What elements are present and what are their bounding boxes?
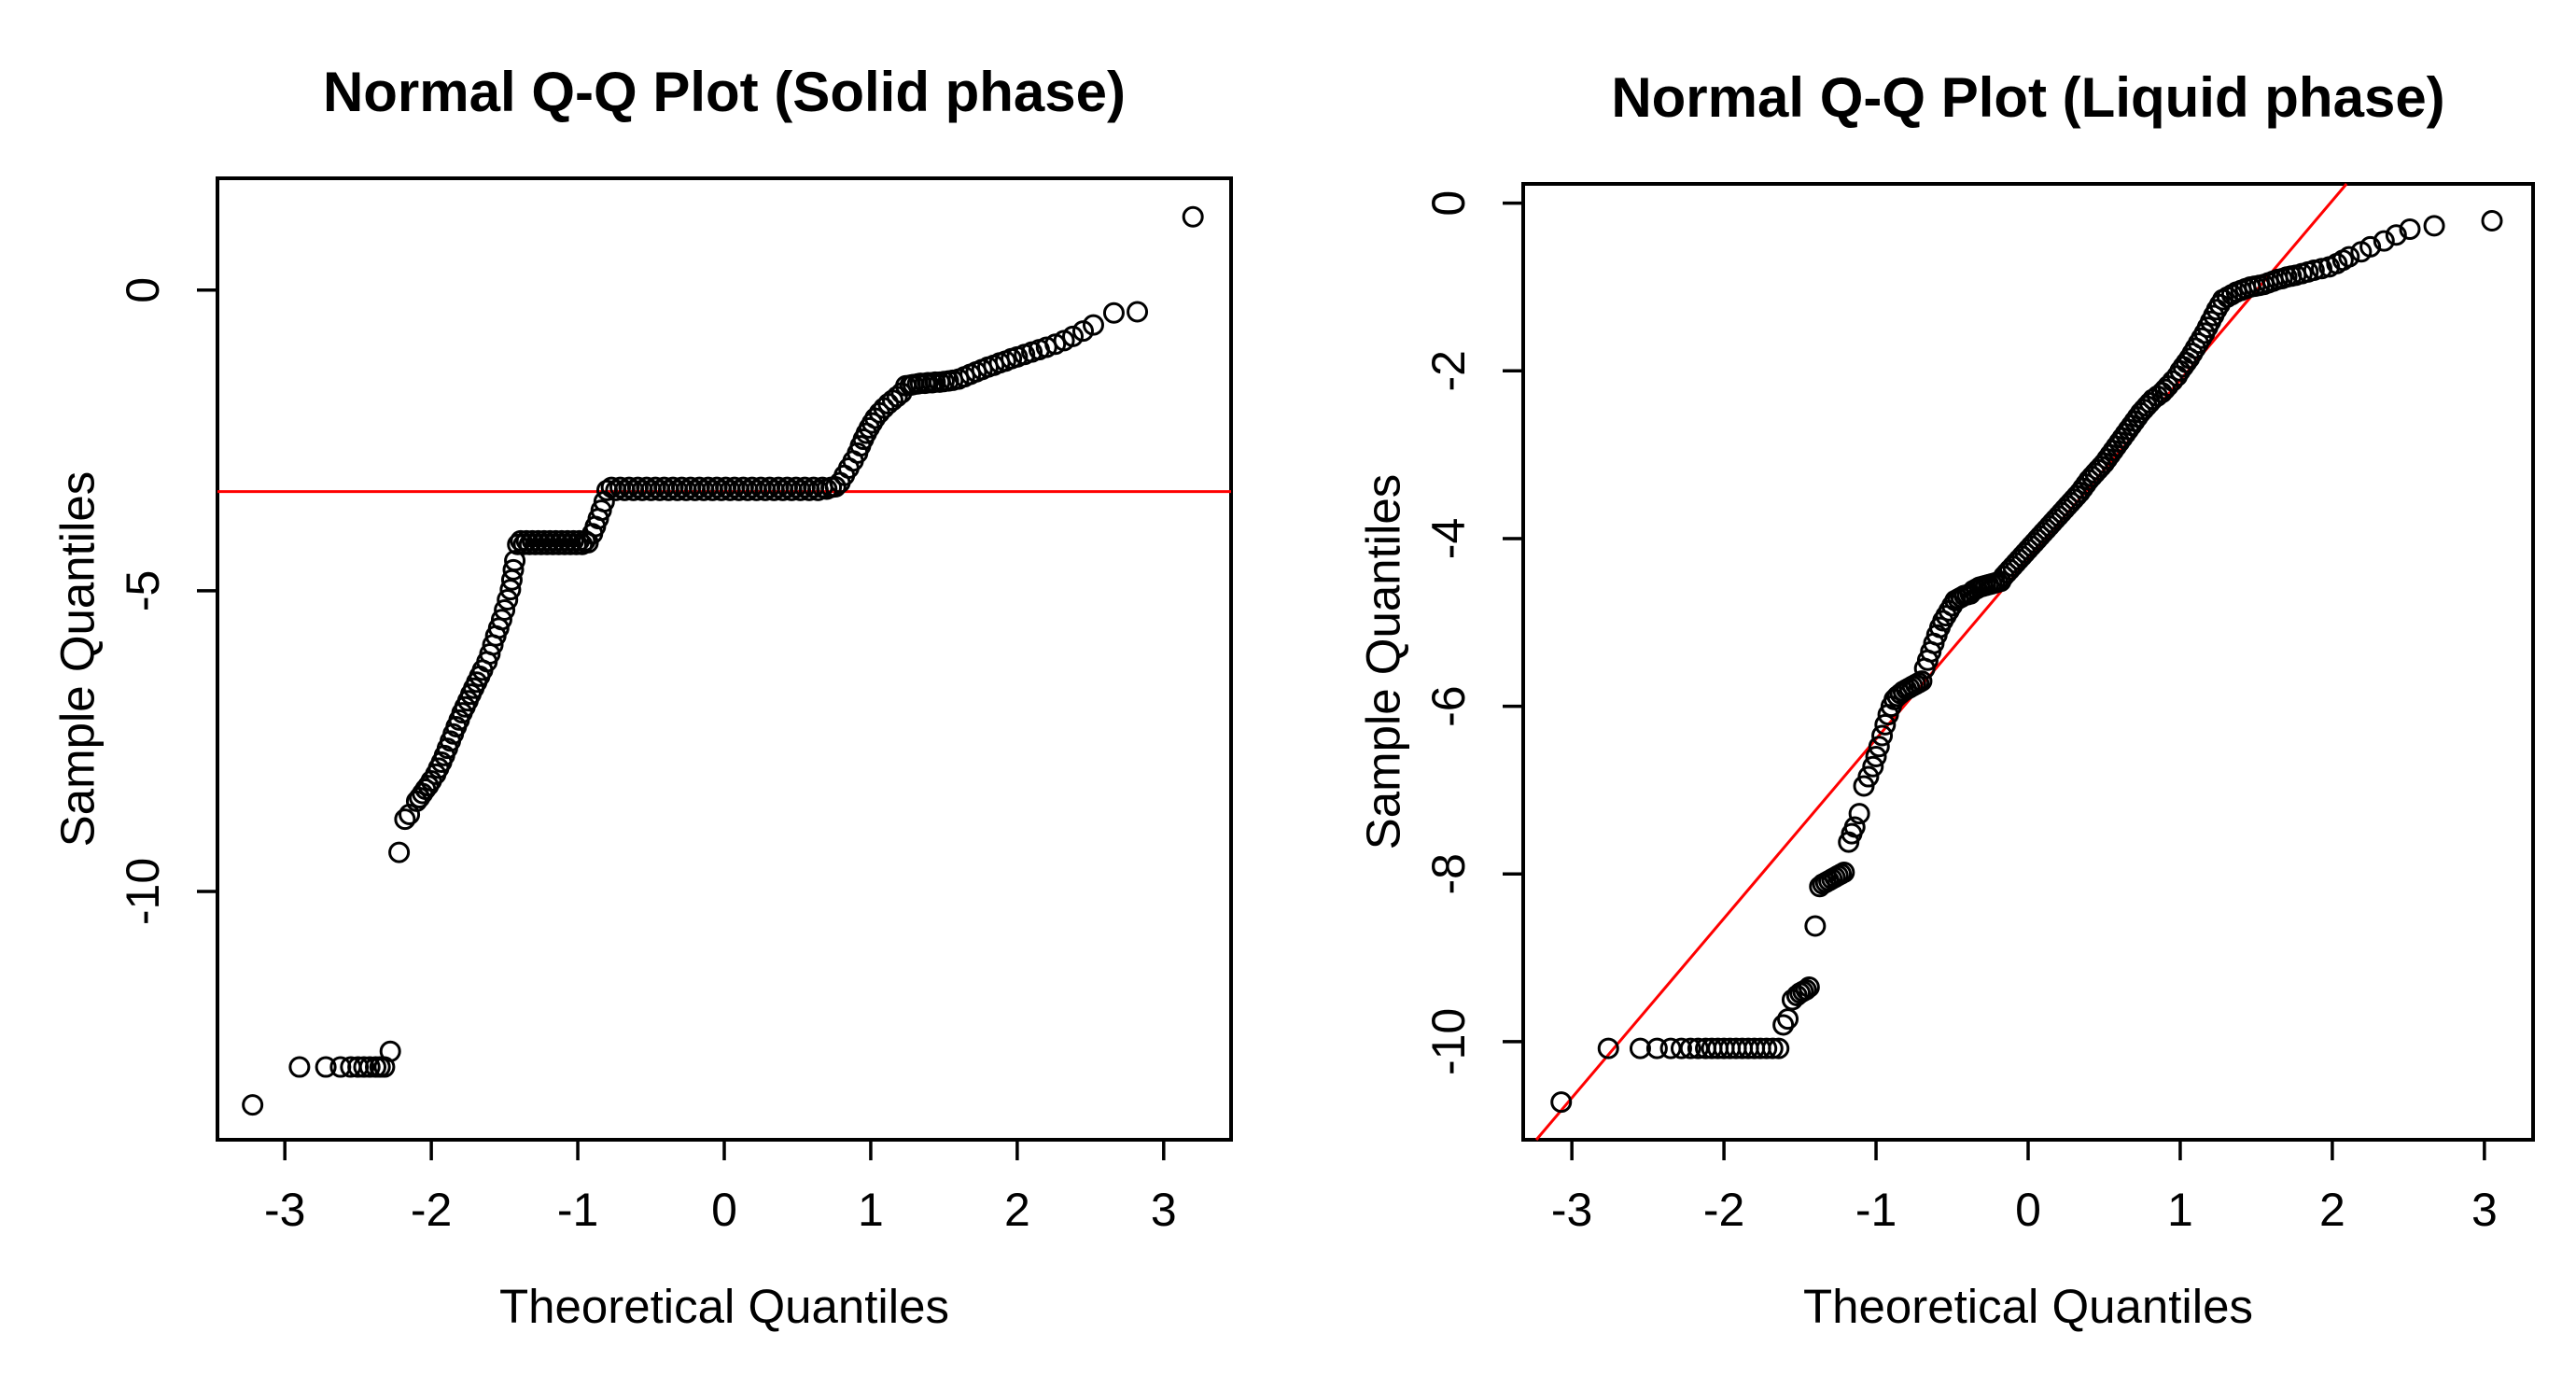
y-tick-label: 0 bbox=[117, 277, 169, 303]
data-point bbox=[1772, 1014, 1795, 1036]
data-point bbox=[379, 1040, 401, 1062]
data-point bbox=[1182, 205, 1204, 228]
data-points-group bbox=[242, 205, 1204, 1116]
data-point bbox=[1756, 1037, 1778, 1059]
x-tick-label: -1 bbox=[1855, 1184, 1897, 1236]
data-point bbox=[490, 609, 512, 631]
data-point bbox=[1645, 1037, 1668, 1059]
data-point bbox=[2373, 230, 2395, 252]
data-point bbox=[2303, 260, 2325, 282]
x-tick-label: -3 bbox=[1551, 1184, 1592, 1236]
x-tick-label: 2 bbox=[1004, 1184, 1030, 1236]
x-tick-label: 3 bbox=[2471, 1184, 2498, 1236]
x-axis-label: Theoretical Quantiles bbox=[499, 1280, 949, 1333]
y-tick-label: -8 bbox=[1422, 853, 1475, 894]
data-point bbox=[1102, 302, 1125, 324]
data-point bbox=[315, 1056, 337, 1078]
reference-line bbox=[1534, 183, 2348, 1141]
x-tick-label: 1 bbox=[858, 1184, 884, 1236]
qq-plot-liquid-phase: Normal Q-Q Plot (Liquid phase)-3 -2 -1 0 1 2 3… bbox=[1357, 66, 2535, 1333]
data-point bbox=[1798, 976, 1820, 999]
x-tick-label: 0 bbox=[2015, 1184, 2041, 1236]
y-tick-label: -10 bbox=[1422, 1008, 1475, 1075]
y-tick-label: 0 bbox=[1422, 190, 1475, 217]
y-tick-label: -6 bbox=[1422, 685, 1475, 726]
x-tick-label: -1 bbox=[557, 1184, 598, 1236]
data-point bbox=[1062, 325, 1085, 347]
data-point bbox=[1843, 816, 1866, 838]
data-point bbox=[2310, 258, 2332, 280]
data-point bbox=[288, 1056, 311, 1078]
y-tick-label: -10 bbox=[117, 858, 169, 925]
data-point bbox=[1071, 320, 1094, 343]
data-point bbox=[2359, 235, 2382, 258]
data-point bbox=[1550, 1091, 1573, 1114]
data-point bbox=[1761, 1037, 1784, 1059]
data-point bbox=[1597, 1037, 1619, 1059]
data-point bbox=[1868, 736, 1890, 758]
x-tick-label: -2 bbox=[411, 1184, 452, 1236]
data-point bbox=[1857, 765, 1880, 788]
data-point bbox=[353, 1056, 375, 1078]
data-point bbox=[1848, 803, 1870, 825]
y-tick-label: -4 bbox=[1422, 518, 1475, 559]
data-point bbox=[1865, 746, 1887, 768]
data-point bbox=[494, 599, 516, 622]
y-axis-label: Sample Quantiles bbox=[51, 471, 105, 848]
data-point bbox=[1862, 755, 1884, 778]
data-point bbox=[1871, 724, 1894, 747]
data-point bbox=[1127, 301, 1149, 323]
data-point bbox=[2150, 382, 2173, 404]
data-point bbox=[1911, 670, 1933, 693]
data-point bbox=[497, 589, 519, 611]
data-point bbox=[242, 1094, 264, 1116]
data-point bbox=[1804, 915, 1827, 937]
data-point bbox=[2423, 215, 2445, 237]
x-axis-label: Theoretical Quantiles bbox=[1803, 1280, 2253, 1333]
x-tick-label: 3 bbox=[1151, 1184, 1177, 1236]
x-tick-label: 2 bbox=[2319, 1184, 2345, 1236]
data-point bbox=[358, 1056, 381, 1078]
data-point bbox=[1768, 1037, 1790, 1059]
data-point bbox=[1670, 1037, 1692, 1059]
x-tick-label: 0 bbox=[711, 1184, 737, 1236]
data-point bbox=[1795, 978, 1817, 1001]
data-point bbox=[394, 808, 416, 831]
x-tick-label: 1 bbox=[2167, 1184, 2193, 1236]
data-point bbox=[1679, 1037, 1701, 1059]
data-points-group bbox=[1550, 210, 2503, 1114]
chart-title: Normal Q-Q Plot (Liquid phase) bbox=[1611, 66, 2444, 129]
data-point bbox=[1833, 861, 1855, 883]
data-point bbox=[2338, 246, 2360, 268]
data-point bbox=[388, 841, 411, 863]
x-tick-label: -3 bbox=[264, 1184, 305, 1236]
data-point bbox=[2385, 224, 2407, 246]
y-axis-label: Sample Quantiles bbox=[1357, 474, 1410, 850]
qq-plot-solid-phase: Normal Q-Q Plot (Solid phase)-3 -2 -1 0 1 2 30… bbox=[51, 61, 1233, 1333]
data-point bbox=[2399, 218, 2421, 241]
x-tick-label: -2 bbox=[1703, 1184, 1744, 1236]
data-point bbox=[504, 550, 526, 572]
data-point bbox=[1874, 713, 1897, 736]
chart-title: Normal Q-Q Plot (Solid phase) bbox=[323, 61, 1126, 123]
plot-border bbox=[1521, 182, 2535, 1142]
y-tick-label: -5 bbox=[117, 570, 169, 611]
data-point bbox=[502, 558, 525, 581]
data-point bbox=[2481, 210, 2503, 232]
data-point bbox=[1629, 1037, 1651, 1059]
data-point bbox=[1777, 1008, 1799, 1031]
data-point bbox=[1082, 314, 1104, 336]
y-tick-label: -2 bbox=[1422, 350, 1475, 391]
data-point bbox=[499, 579, 522, 601]
